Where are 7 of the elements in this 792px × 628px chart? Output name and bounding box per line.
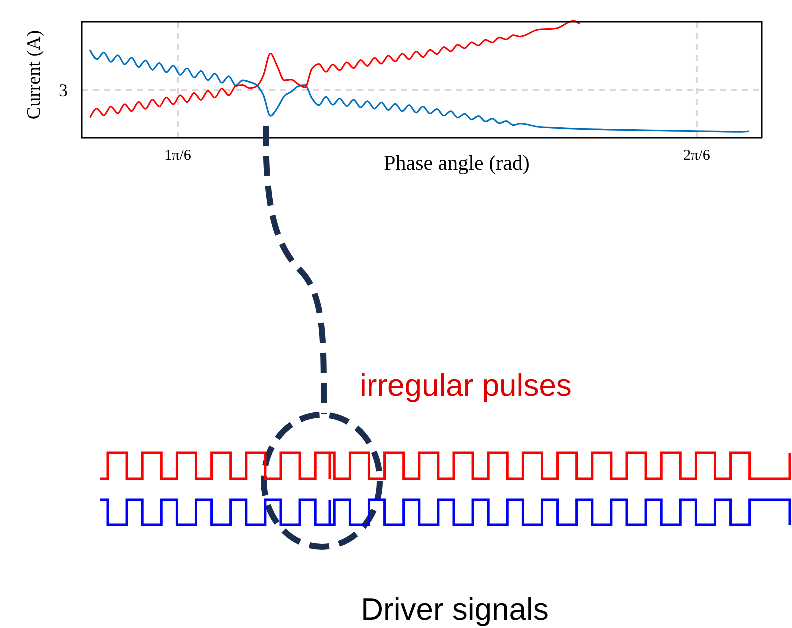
text: Driver signals [361,592,549,627]
x-tick-label: 2π/6 [684,148,711,164]
x-tick-label: 1π/6 [164,148,192,164]
text: irregular pulses [360,368,572,403]
y-axis-title: Current (A) [24,30,45,120]
x-axis-title: Phase angle (rad) [384,151,530,175]
text: 3 [59,80,68,101]
